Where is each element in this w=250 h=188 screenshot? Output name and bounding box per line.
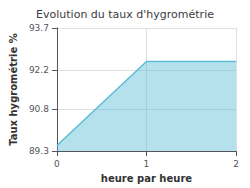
svg-text:89.3: 89.3	[29, 146, 49, 156]
svg-text:90.8: 90.8	[29, 104, 49, 114]
svg-text:93.7: 93.7	[29, 23, 49, 33]
svg-text:Evolution du taux d'hygrométri: Evolution du taux d'hygrométrie	[36, 8, 214, 21]
svg-text:2: 2	[233, 159, 239, 169]
svg-text:heure par heure: heure par heure	[101, 173, 192, 184]
svg-text:1: 1	[144, 159, 150, 169]
svg-text:92.2: 92.2	[29, 65, 49, 75]
svg-text:Taux hygrométrie %: Taux hygrométrie %	[8, 33, 19, 146]
svg-text:0: 0	[54, 159, 60, 169]
